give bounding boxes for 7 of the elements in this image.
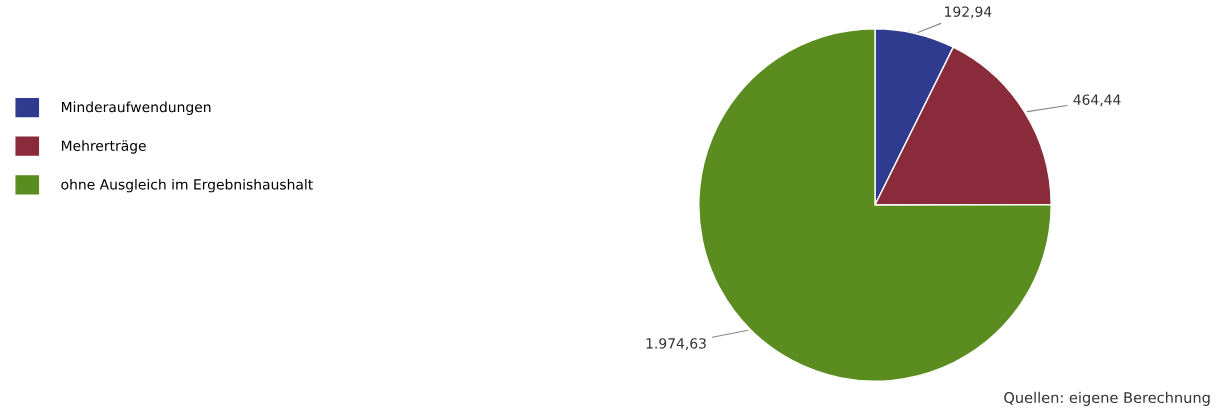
source-note: Quellen: eigene Berechnung [1004, 391, 1210, 406]
legend-label: Minderaufwendungen [61, 101, 211, 115]
legend-label: Mehrerträge [61, 140, 146, 154]
data-label: 192,94 [945, 6, 992, 19]
data-label: 464,44 [1073, 94, 1121, 107]
legend-label: ohne Ausgleich im Ergebnishaushalt [61, 178, 313, 193]
data-label: 1.974,63 [646, 338, 706, 351]
